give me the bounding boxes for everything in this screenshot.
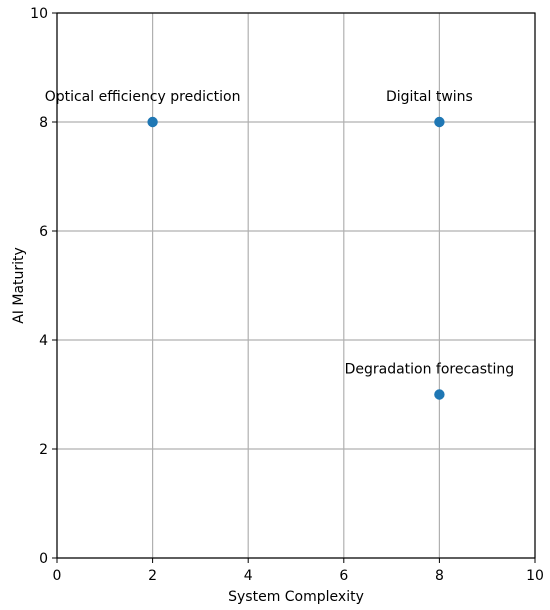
- data-point: [434, 116, 445, 128]
- plot-frame: [56, 12, 536, 559]
- data-point-label: Degradation forecasting: [345, 362, 515, 378]
- data-point-label: Optical efficiency prediction: [45, 89, 241, 105]
- y-tick-label: 2: [39, 442, 48, 458]
- data-points: Optical efficiency prediction Digital twi…: [45, 89, 515, 400]
- x-tick-label: 10: [526, 568, 544, 584]
- data-point-label: Digital twins: [386, 89, 473, 105]
- data-point: [147, 116, 158, 128]
- y-tick-label: 10: [30, 6, 48, 22]
- data-point: [434, 389, 445, 400]
- x-tick-label: 8: [435, 568, 444, 584]
- y-axis-title: AI Maturity: [11, 247, 27, 324]
- y-tick-label: 6: [39, 224, 48, 240]
- y-tick-label: 0: [39, 551, 48, 567]
- x-tick-label: 2: [148, 568, 157, 584]
- y-tick-label: 8: [39, 115, 48, 131]
- x-tick-label: 4: [244, 568, 253, 584]
- x-tick-label: 0: [53, 568, 62, 584]
- x-tick-label: 6: [339, 568, 348, 584]
- y-tick-label: 4: [39, 333, 48, 349]
- axis-ticks: 0 2 4 6 8 10 0 2 4 6 8 10: [30, 6, 544, 584]
- x-axis-title: System Complexity: [228, 589, 364, 605]
